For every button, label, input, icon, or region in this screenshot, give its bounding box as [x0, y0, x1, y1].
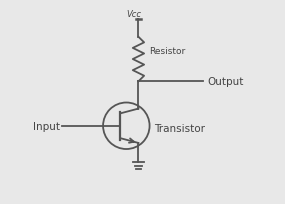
Text: Resistor: Resistor [150, 47, 186, 56]
Text: Vcc: Vcc [126, 10, 141, 19]
Text: Input: Input [32, 121, 60, 131]
Text: Output: Output [207, 77, 244, 87]
Text: Transistor: Transistor [154, 123, 205, 133]
